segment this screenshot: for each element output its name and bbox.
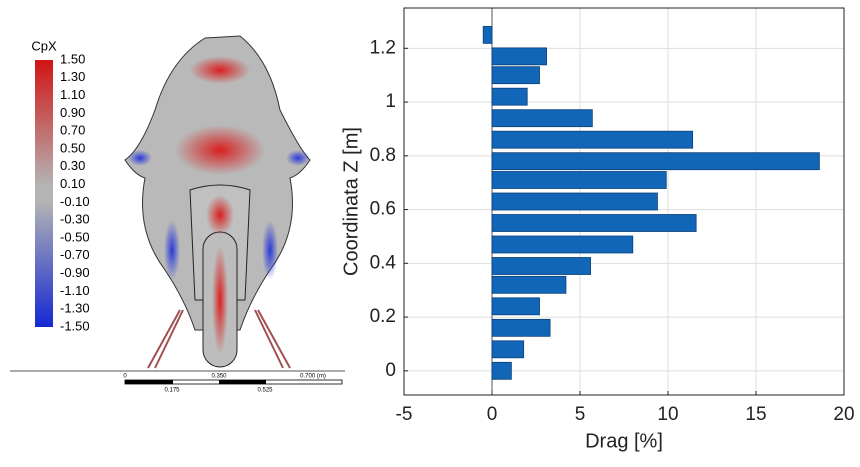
bar [492, 215, 696, 232]
colorbar-tick-label: -0.30 [60, 212, 90, 227]
body: {"contour_plot": {"colorbar_title": "CpX… [0, 0, 860, 462]
colorbar-tick-label: -1.10 [60, 283, 90, 298]
colorbar-tick-label: 0.10 [60, 176, 85, 191]
x-tick-label: -5 [396, 404, 413, 425]
bar [492, 236, 633, 253]
bar [492, 341, 524, 358]
colorbar-tick-label: 0.70 [60, 123, 85, 138]
colorbar-title: CpX [31, 38, 57, 53]
scale-label: 0.700 (m) [300, 374, 326, 380]
colorbar [35, 60, 53, 327]
bar [492, 48, 547, 65]
scale-label: 0.175 [164, 388, 180, 394]
y-tick-label: 1 [385, 91, 396, 112]
colorbar-tick-label: -0.10 [60, 194, 90, 209]
y-tick-label: 1.2 [370, 37, 396, 58]
colorbar-tick-label: 1.30 [60, 69, 85, 84]
bar [492, 258, 591, 275]
x-tick-label: 20 [833, 404, 854, 425]
y-tick-label: 0.2 [370, 306, 396, 327]
page: body { margin: 0; width: 860px; height: … [0, 0, 860, 462]
colorbar-tick-label: 1.50 [60, 51, 85, 66]
bar [492, 67, 540, 84]
x-tick-label: 5 [575, 404, 586, 425]
bar [492, 153, 819, 170]
bar [492, 172, 666, 189]
colorbar-tick-label: 0.90 [60, 105, 85, 120]
colorbar-tick-label: -1.30 [60, 301, 90, 316]
scale-label: 0 [123, 374, 127, 380]
bar [492, 131, 693, 148]
scale-label: 0.525 [257, 388, 273, 394]
bar [492, 88, 527, 105]
scale-bar [125, 380, 342, 384]
bar [492, 298, 540, 315]
colorbar-tick-label: 0.30 [60, 158, 85, 173]
x-tick-label: 0 [487, 404, 498, 425]
colorbar-tick-label: -0.70 [60, 247, 90, 262]
bar [492, 319, 550, 336]
colorbar-tick-label: -0.90 [60, 265, 90, 280]
y-tick-label: 0.6 [370, 199, 396, 220]
colorbar-tick-label: 1.10 [60, 87, 85, 102]
bar [492, 110, 592, 127]
y-tick-label: 0.4 [370, 252, 397, 273]
x-tick-label: 10 [657, 404, 678, 425]
figure: CpX 1.50 1.30 1.10 0.90 0.70 0.50 0.30 0.10 -0.1… [0, 0, 860, 462]
x-tick-label: 15 [745, 404, 766, 425]
colorbar-tick-label: -0.50 [60, 229, 90, 244]
colorbar-tick-label: -1.50 [60, 318, 90, 333]
bar [492, 193, 657, 210]
y-tick-label: 0.8 [370, 145, 396, 166]
bar [492, 276, 566, 293]
scale-label: 0.350 [211, 374, 227, 380]
bar [483, 26, 492, 43]
x-axis-label: Drag [%] [585, 430, 663, 452]
bar [492, 362, 511, 379]
y-axis-label: Coordinata Z [m] [340, 127, 362, 276]
colorbar-tick-label: 0.50 [60, 140, 85, 155]
y-tick-label: 0 [385, 360, 396, 381]
